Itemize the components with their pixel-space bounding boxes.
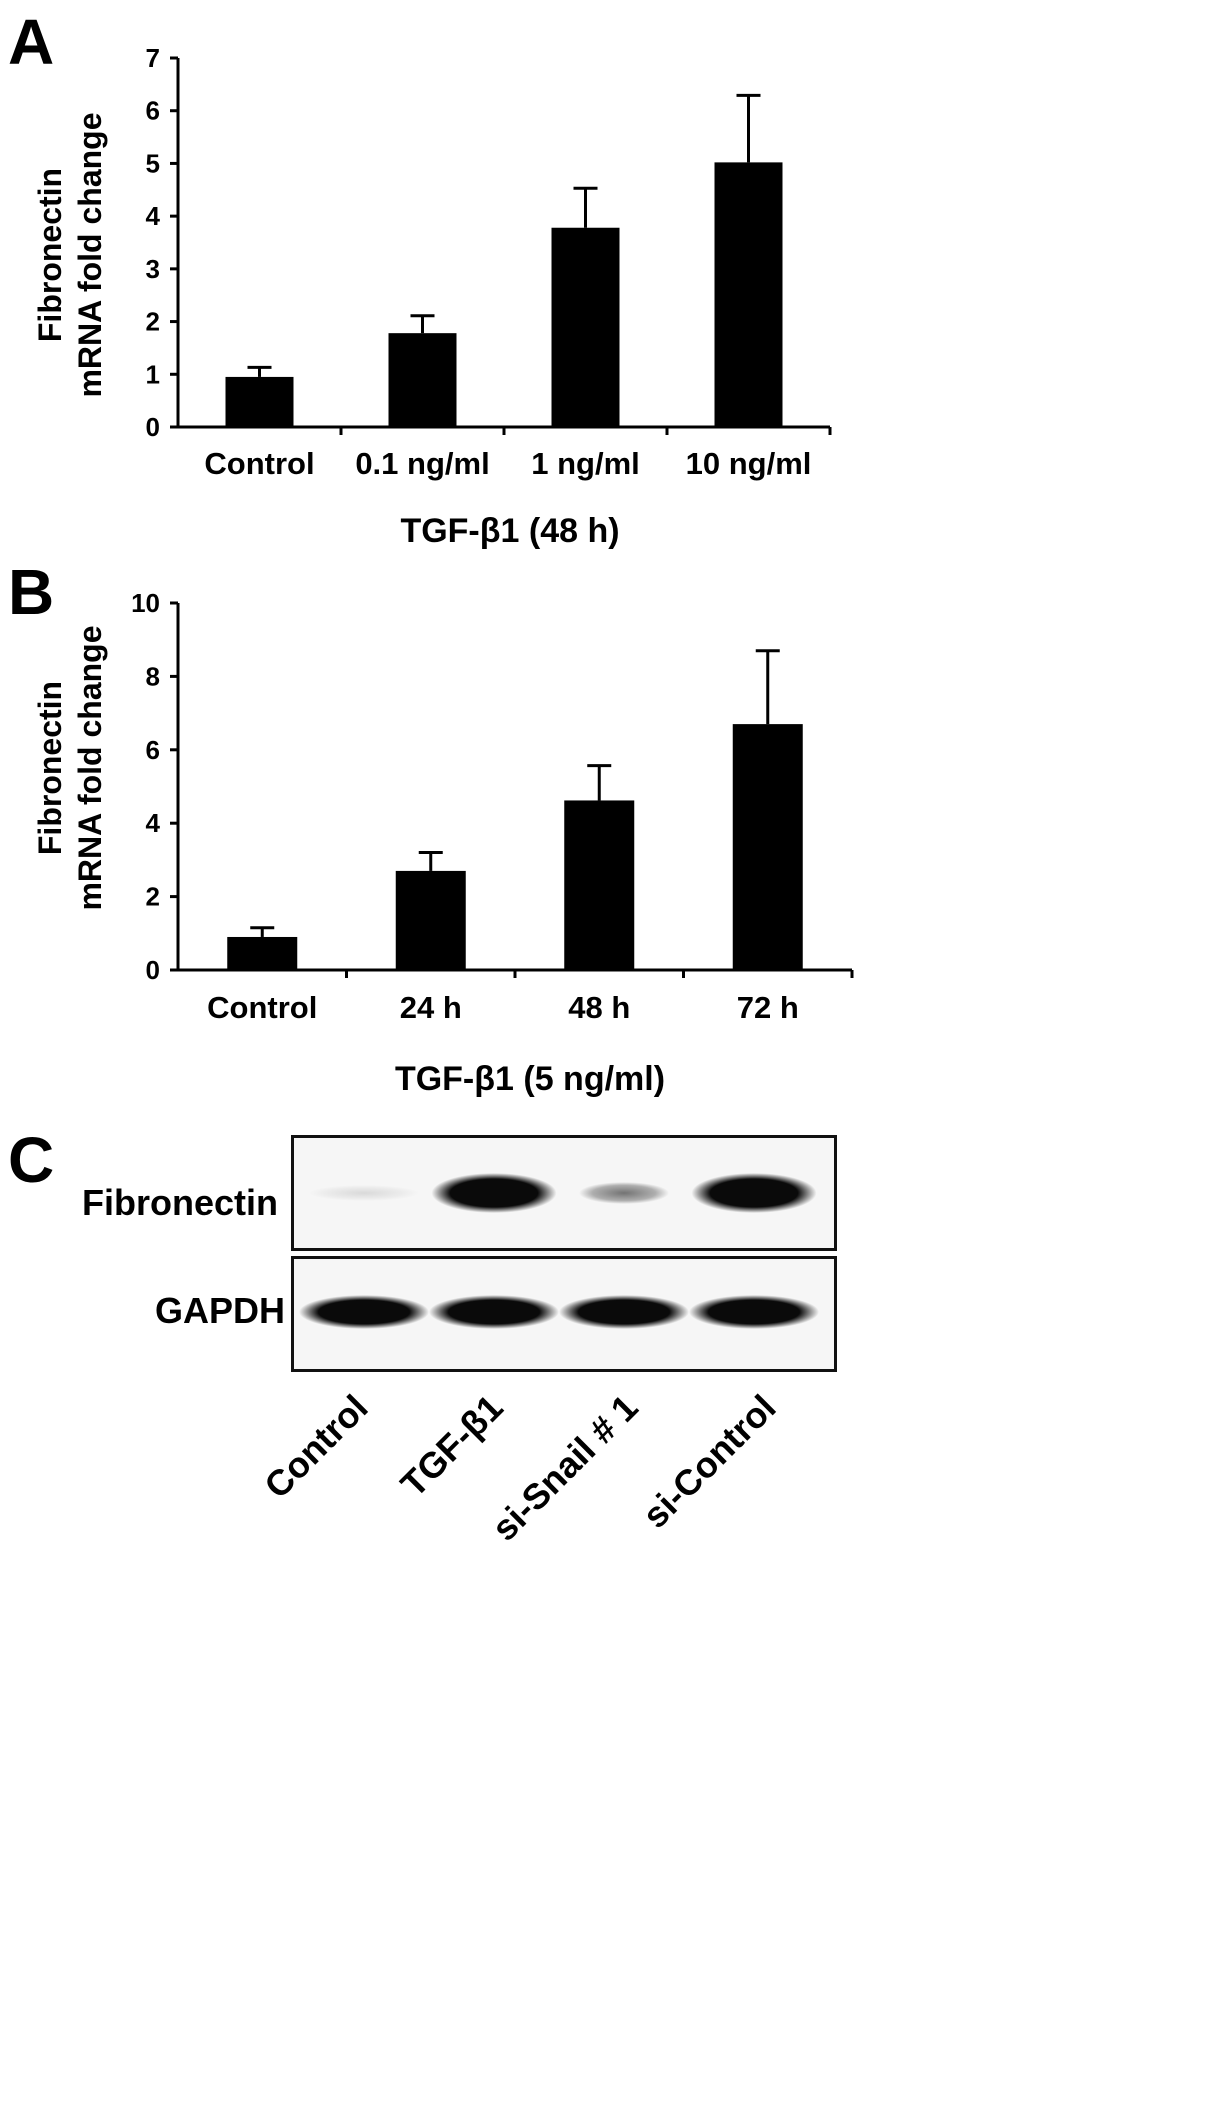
blot-bands-gapdh — [299, 1295, 819, 1329]
y-tick-label: 0 — [146, 955, 160, 985]
blot-lane-label: TGF-β1 — [393, 1387, 511, 1505]
y-tick-label: 2 — [146, 307, 160, 337]
bar — [714, 162, 783, 428]
blot-strip-fibronectin — [291, 1135, 837, 1251]
blot-strip-gapdh — [291, 1256, 837, 1372]
bar — [564, 800, 635, 970]
y-tick-label: 0 — [146, 412, 160, 442]
blot-band — [309, 1185, 419, 1201]
x-tick-label: 10 ng/ml — [686, 446, 812, 481]
chart-b: 0 2 4 6 8 10 Control 24 h 48 h 72 h — [131, 588, 854, 1025]
blot-lane-label: si-Control — [634, 1387, 783, 1536]
y-tick-label: 6 — [146, 735, 160, 765]
blot-row-label-gapdh: GAPDH — [155, 1290, 286, 1331]
y-tick-label: 2 — [146, 882, 160, 912]
y-tick-label: 6 — [146, 96, 160, 126]
y-tick-label: 4 — [146, 201, 161, 231]
x-tick-label: 24 h — [400, 990, 462, 1025]
x-tick-label: 72 h — [737, 990, 799, 1025]
bar — [551, 227, 620, 427]
x-tick-label: 48 h — [568, 990, 630, 1025]
blot-band — [429, 1295, 559, 1329]
y-tick-label: 4 — [146, 808, 161, 838]
bar — [395, 870, 466, 970]
blot-band — [559, 1295, 689, 1329]
bar — [227, 936, 298, 970]
blot-lane-label: si-Snail # 1 — [484, 1387, 646, 1549]
y-tick-label: 1 — [146, 359, 160, 389]
blot-band — [299, 1295, 429, 1329]
blot-band — [691, 1173, 817, 1213]
blot-row-label-fibronectin: Fibronectin — [82, 1182, 278, 1223]
panel-label-b: B — [8, 556, 55, 628]
x-tick-label: 0.1 ng/ml — [355, 446, 489, 481]
blot-band — [689, 1295, 819, 1329]
y-tick-label: 5 — [146, 148, 160, 178]
panel-label-a: A — [8, 6, 55, 78]
blot-band — [431, 1173, 557, 1213]
panel-label-c: C — [8, 1124, 55, 1196]
bar — [732, 724, 803, 970]
y-tick-label: 3 — [146, 254, 160, 284]
bar — [225, 376, 294, 427]
blot-lane-label: Control — [256, 1387, 375, 1506]
blot-bands-fibronectin — [309, 1173, 817, 1213]
chart-a: 0 1 2 3 4 5 6 7 Control 0.1 ng/ml 1 ng/ml 10 ng/ml — [146, 43, 832, 481]
x-tick-label: 1 ng/ml — [531, 446, 640, 481]
chart-a-xtitle: TGF-β1 (48 h) — [400, 512, 620, 550]
x-tick-label: Control — [207, 990, 317, 1025]
y-tick-label: 8 — [146, 661, 160, 691]
y-tick-label: 7 — [146, 43, 160, 73]
x-tick-label: Control — [204, 446, 314, 481]
chart-b-xtitle: TGF-β1 (5 ng/ml) — [394, 1060, 666, 1098]
y-tick-label: 10 — [131, 588, 160, 618]
bar — [388, 333, 457, 427]
blot-band — [579, 1182, 669, 1204]
